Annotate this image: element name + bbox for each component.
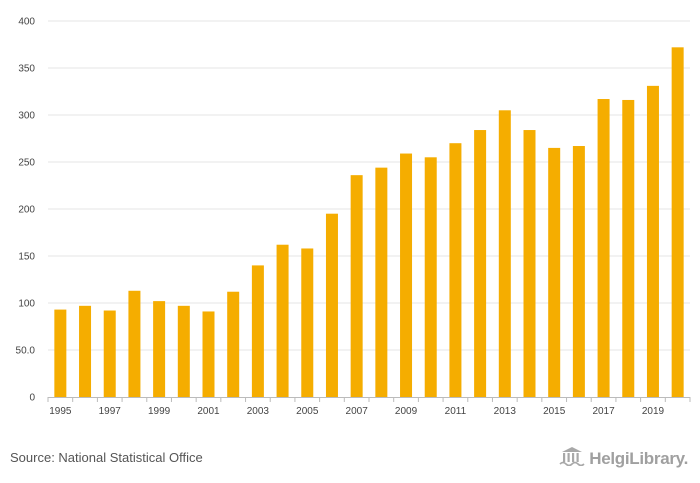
x-axis-tick-labels: 1995 1997 1999 2001 2003 2005 2007 2009 2011 2013… (49, 406, 664, 417)
bar-1998[interactable] (128, 290, 141, 397)
bars (54, 47, 684, 398)
y-tick-label: 250 (18, 158, 35, 169)
y-axis-tick-labels: 0 50.0 100 150 200 250 300 350 400 (16, 17, 36, 404)
y-tick-label: 200 (18, 205, 35, 216)
bar-1997[interactable] (103, 310, 116, 397)
bar-chart: 0 50.0 100 150 200 250 300 350 400 1995 1997 1999 2… (16, 17, 691, 417)
x-tick-label: 2007 (346, 406, 369, 417)
bar-1995[interactable] (54, 309, 67, 397)
y-tick-label: 300 (18, 111, 35, 122)
x-tick-label: 2005 (296, 406, 319, 417)
bar-2009[interactable] (400, 153, 413, 397)
bar-2016[interactable] (572, 146, 585, 397)
x-tick-label: 1997 (99, 406, 122, 417)
x-tick-label: 1999 (148, 406, 171, 417)
bar-2008[interactable] (375, 167, 388, 397)
x-tick-label: 2011 (445, 406, 467, 417)
bar-2013[interactable] (498, 110, 511, 398)
source-note: Source: National Statistical Office (10, 450, 203, 465)
bar-2007[interactable] (350, 175, 363, 397)
y-tick-label: 50.0 (16, 346, 36, 357)
bar-2012[interactable] (474, 130, 487, 398)
bar-2020[interactable] (671, 47, 684, 397)
y-tick-label: 100 (18, 299, 35, 310)
bar-1996[interactable] (79, 305, 92, 397)
logo-text: HelgiLibrary. (589, 448, 688, 468)
bar-2017[interactable] (597, 99, 610, 398)
bar-1999[interactable] (153, 301, 166, 397)
grid-lines (48, 20, 690, 351)
helgilibrary-logo[interactable]: HelgiLibrary. (559, 446, 688, 471)
bar-2015[interactable] (548, 147, 561, 397)
bar-2010[interactable] (424, 157, 437, 397)
bar-2002[interactable] (227, 291, 240, 397)
bar-2006[interactable] (325, 213, 338, 397)
bar-2003[interactable] (251, 265, 264, 397)
bar-2005[interactable] (301, 248, 314, 397)
x-tick-label: 2013 (494, 406, 517, 417)
bar-2018[interactable] (622, 99, 635, 398)
x-tick-label: 2019 (642, 406, 665, 417)
x-tick-label: 2009 (395, 406, 418, 417)
x-tick-label: 2001 (197, 406, 220, 417)
y-tick-label: 350 (18, 64, 35, 75)
x-tick-label: 2015 (543, 406, 566, 417)
x-axis (47, 397, 691, 402)
bar-2000[interactable] (177, 305, 190, 397)
y-tick-label: 150 (18, 252, 35, 263)
bar-2011[interactable] (449, 143, 462, 397)
x-tick-label: 2003 (247, 406, 270, 417)
bar-2014[interactable] (523, 130, 536, 398)
bar-2004[interactable] (276, 244, 289, 397)
chart-footer: Source: National Statistical Office Helg… (0, 440, 700, 483)
bar-2019[interactable] (646, 85, 659, 398)
bar-2001[interactable] (202, 311, 215, 397)
y-tick-label: 400 (18, 17, 35, 28)
x-tick-label: 2017 (592, 406, 615, 417)
y-tick-label: 0 (29, 393, 35, 404)
library-building-icon (559, 446, 585, 471)
x-tick-label: 1995 (49, 406, 72, 417)
